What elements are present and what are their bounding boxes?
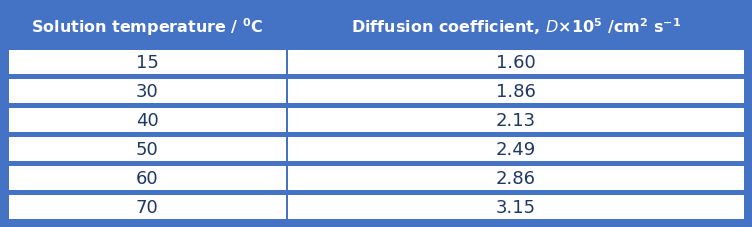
Text: 2.13: 2.13: [496, 111, 536, 129]
Text: 15: 15: [135, 53, 159, 71]
Text: 30: 30: [135, 82, 159, 100]
Text: 70: 70: [135, 198, 159, 216]
FancyBboxPatch shape: [288, 79, 744, 103]
FancyBboxPatch shape: [288, 195, 744, 219]
Text: Solution temperature / $\mathbf{^0C}$: Solution temperature / $\mathbf{^0C}$: [31, 16, 263, 38]
FancyBboxPatch shape: [8, 108, 286, 132]
FancyBboxPatch shape: [8, 166, 286, 190]
Text: 2.86: 2.86: [496, 169, 536, 187]
Text: Diffusion coefficient, $\mathit{D}\mathbf{\times10^5}$ /cm$\mathbf{^2}$ s$\mathb: Diffusion coefficient, $\mathit{D}\mathb…: [350, 17, 681, 37]
FancyBboxPatch shape: [288, 6, 744, 45]
FancyBboxPatch shape: [288, 50, 744, 74]
Text: 1.86: 1.86: [496, 82, 535, 100]
FancyBboxPatch shape: [8, 195, 286, 219]
Text: 3.15: 3.15: [496, 198, 536, 216]
Text: 2.49: 2.49: [496, 140, 536, 158]
FancyBboxPatch shape: [8, 79, 286, 103]
Text: 60: 60: [136, 169, 159, 187]
FancyBboxPatch shape: [8, 6, 286, 45]
Text: 1.60: 1.60: [496, 53, 535, 71]
FancyBboxPatch shape: [288, 108, 744, 132]
FancyBboxPatch shape: [288, 166, 744, 190]
Text: 40: 40: [135, 111, 159, 129]
Text: 50: 50: [135, 140, 159, 158]
FancyBboxPatch shape: [8, 50, 286, 74]
FancyBboxPatch shape: [6, 6, 746, 221]
FancyBboxPatch shape: [288, 137, 744, 161]
FancyBboxPatch shape: [8, 137, 286, 161]
